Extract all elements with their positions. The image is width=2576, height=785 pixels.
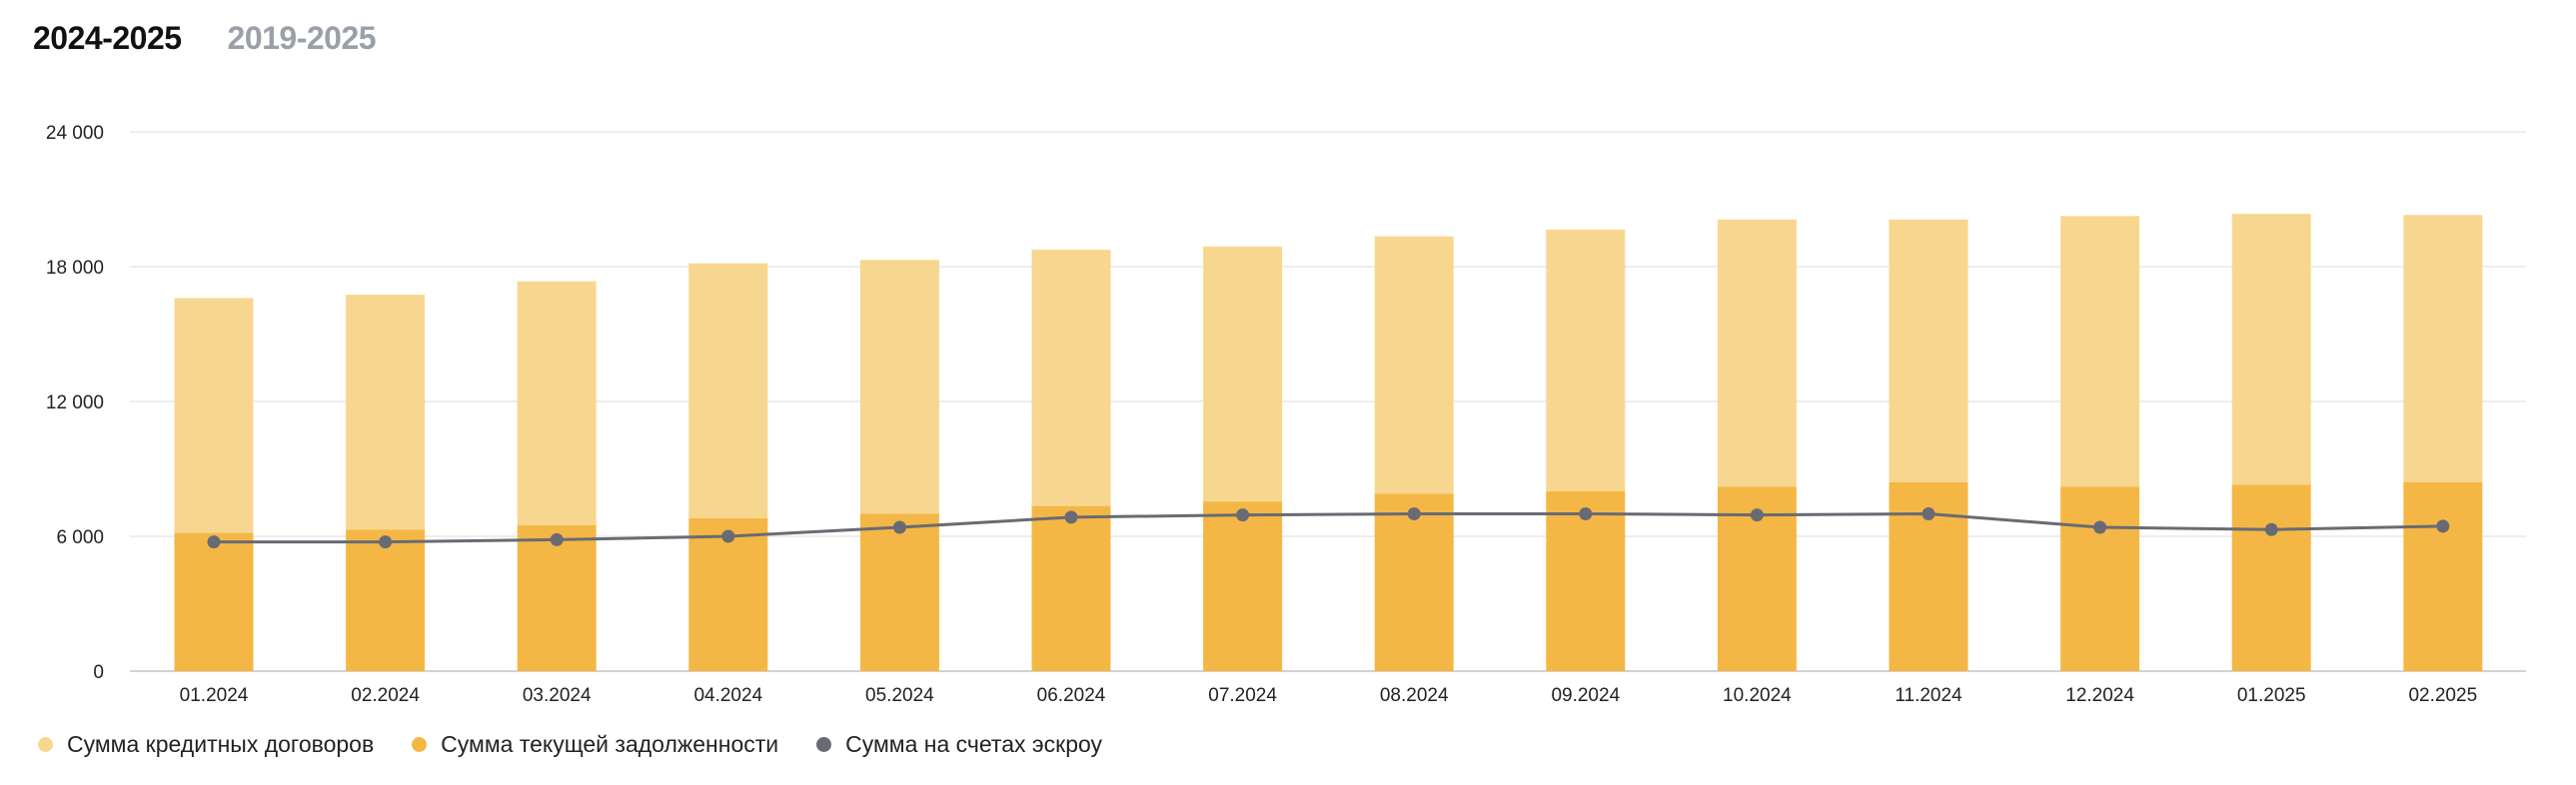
escrow-point <box>550 532 564 546</box>
bar-credit-contracts <box>2231 214 2311 485</box>
legend-dot-icon <box>816 737 832 752</box>
bar-current-debt <box>688 518 768 671</box>
bar-credit-contracts <box>174 298 254 533</box>
bar-current-debt <box>346 529 426 671</box>
bar-credit-contracts <box>1031 250 1111 506</box>
bar-credit-contracts <box>346 295 426 530</box>
y-tick-label: 12 000 <box>46 392 104 413</box>
x-tick-label: 01.2025 <box>2237 685 2306 706</box>
bar-current-debt <box>1203 501 1283 671</box>
x-tick-label: 02.2025 <box>2408 685 2477 706</box>
escrow-point <box>721 529 735 543</box>
chart-legend: Сумма кредитных договоров Сумма текущей … <box>38 731 1102 758</box>
x-tick-label: 07.2024 <box>1208 685 1277 706</box>
escrow-point <box>1579 507 1593 520</box>
escrow-point <box>1064 510 1078 524</box>
bar-current-debt <box>174 532 254 671</box>
x-tick-label: 08.2024 <box>1380 685 1449 706</box>
bar-credit-contracts <box>1717 219 1797 487</box>
escrow-point <box>379 535 393 549</box>
legend-dot-icon <box>38 737 53 752</box>
tab-2019-2025[interactable]: 2019-2025 <box>227 20 377 56</box>
escrow-point <box>1236 508 1250 522</box>
legend-item-credit-contracts[interactable]: Сумма кредитных договоров <box>38 731 374 758</box>
chart-area: 0 6 000 12 000 18 000 24 000 01.2024 02.2024 03… <box>46 123 2526 706</box>
bar-current-debt <box>1031 505 1111 671</box>
legend-label: Сумма текущей задолженности <box>441 731 779 757</box>
legend-label: Сумма на счетах эскроу <box>845 731 1103 757</box>
escrow-line <box>214 512 2443 544</box>
x-tick-label: 12.2024 <box>2065 685 2134 706</box>
period-tabs: 2024-2025 2019-2025 <box>33 20 377 57</box>
x-tick-label: 09.2024 <box>1551 685 1620 706</box>
bar-current-debt <box>1374 493 1454 671</box>
bar-credit-contracts <box>1203 246 1283 502</box>
escrow-point <box>2264 522 2278 536</box>
y-tick-label: 0 <box>93 662 104 683</box>
x-tick-label: 10.2024 <box>1723 685 1792 706</box>
bar-credit-contracts <box>1889 219 1968 482</box>
bar-current-debt <box>1546 491 1626 671</box>
tab-2024-2025[interactable]: 2024-2025 <box>33 20 182 56</box>
x-tick-label: 05.2024 <box>865 685 934 706</box>
escrow-point <box>892 520 906 534</box>
legend-dot-icon <box>412 737 428 752</box>
bar-credit-contracts <box>2060 216 2140 487</box>
x-tick-label: 03.2024 <box>523 685 592 706</box>
bar-current-debt <box>2060 486 2140 671</box>
escrow-point <box>2093 520 2107 534</box>
bar-current-debt <box>2231 484 2311 671</box>
x-tick-label: 06.2024 <box>1037 685 1106 706</box>
y-tick-label: 18 000 <box>46 258 104 279</box>
escrow-point <box>1922 507 1935 520</box>
legend-label: Сумма кредитных договоров <box>67 731 375 757</box>
bar-credit-contracts <box>2403 215 2483 482</box>
bar-credit-contracts <box>1546 229 1626 491</box>
bar-credit-contracts <box>1374 236 1454 494</box>
escrow-point <box>2436 519 2450 533</box>
legend-item-current-debt[interactable]: Сумма текущей задолженности <box>412 731 778 758</box>
bar-current-debt <box>2403 482 2483 671</box>
y-tick-label: 6 000 <box>56 527 104 548</box>
escrow-point <box>207 535 221 549</box>
x-tick-label: 04.2024 <box>693 685 762 706</box>
legend-item-escrow[interactable]: Сумма на счетах эскроу <box>816 731 1102 758</box>
bar-current-debt <box>517 524 597 671</box>
x-tick-label: 11.2024 <box>1895 685 1962 706</box>
bar-credit-contracts <box>688 263 768 518</box>
x-tick-label: 01.2024 <box>180 685 249 706</box>
bar-current-debt <box>859 513 939 671</box>
bar-credit-contracts <box>859 260 939 514</box>
escrow-point <box>1407 507 1421 520</box>
x-tick-label: 02.2024 <box>351 685 420 706</box>
y-tick-label: 24 000 <box>46 123 104 144</box>
escrow-point <box>1750 508 1764 522</box>
bar-credit-contracts <box>517 281 597 525</box>
